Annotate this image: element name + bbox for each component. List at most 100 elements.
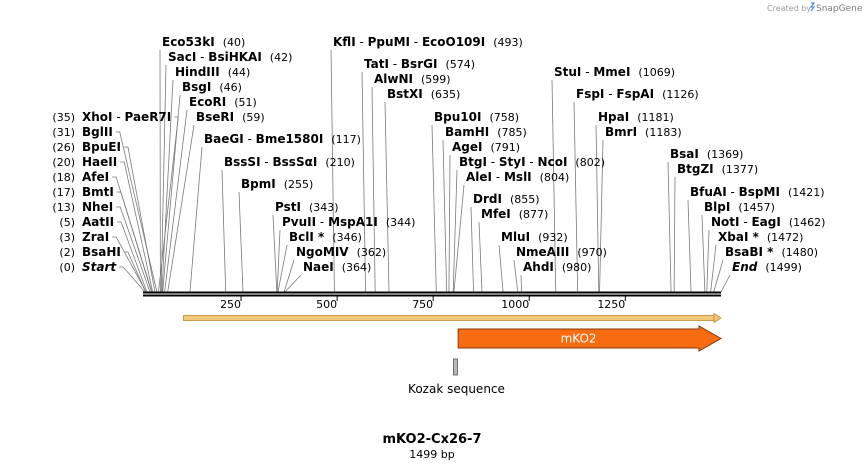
snapgene-brand: SnapGene: [816, 4, 863, 14]
site-label[interactable]: (13) NheI: [52, 200, 113, 214]
site-label[interactable]: BpmI (255): [241, 177, 313, 191]
site-label[interactable]: AleI - MslI (804): [466, 170, 569, 184]
site-position: (877): [519, 208, 549, 221]
feature-kozak[interactable]: Kozak sequence: [408, 358, 505, 396]
site-label[interactable]: NotI - EagI (1462): [711, 215, 825, 229]
feature-mko2-arrow[interactable]: [457, 325, 723, 352]
leader-line: [431, 124, 437, 293]
site-label[interactable]: PvuII - MspA1I (344): [282, 215, 415, 229]
site-label[interactable]: HpaI (1181): [598, 110, 674, 124]
site-position: (42): [270, 51, 293, 64]
enzyme-name: BpmI: [241, 177, 276, 191]
site-label[interactable]: End (1499): [732, 260, 802, 274]
enzyme-separator: -: [727, 185, 739, 199]
site-label[interactable]: BssSI - BssSαI (210): [224, 155, 355, 169]
site-label[interactable]: BaeGI - Bme1580I (117): [204, 132, 361, 146]
site-label[interactable]: BtgZI (1377): [677, 162, 758, 176]
site-label[interactable]: AhdI (980): [523, 260, 591, 274]
site-enzyme-names: BpuEI: [82, 140, 121, 154]
site-position: (13): [52, 201, 75, 214]
enzyme-name: StyI: [499, 155, 526, 169]
site-label[interactable]: BfuAI - BspMI (1421): [690, 185, 825, 199]
site-label[interactable]: BstXI (635): [387, 87, 460, 101]
site-label[interactable]: (3) ZraI: [59, 230, 109, 244]
site-label[interactable]: StuI - MmeI (1069): [554, 65, 675, 79]
site-enzyme-names: PvuII - MspA1I: [282, 215, 378, 229]
site-position: (343): [309, 201, 339, 214]
site-label[interactable]: (2) BsaHI: [59, 245, 121, 259]
site-label[interactable]: BlpI (1457): [704, 200, 775, 214]
site-label[interactable]: TatI - BsrGI (574): [364, 57, 475, 71]
site-label[interactable]: NgoMIV (362): [296, 245, 386, 259]
features-track[interactable]: mKO2 Kozak sequence: [408, 325, 723, 396]
enzyme-name: BaeGI: [204, 132, 244, 146]
site-label[interactable]: BsaI (1369): [670, 147, 743, 161]
leader-line: [448, 154, 451, 293]
site-label[interactable]: Bpu10I (758): [434, 110, 519, 124]
feature-kozak-box[interactable]: [453, 358, 458, 376]
axis-ticks: 250 500 750 1000 1250: [220, 296, 626, 311]
leader-line: [573, 101, 579, 293]
site-label[interactable]: MfeI (877): [481, 207, 548, 221]
site-label[interactable]: (20) HaeII: [52, 155, 117, 169]
site-label[interactable]: BsgI (46): [182, 80, 242, 94]
leader-line: [162, 94, 181, 293]
site-label[interactable]: Eco53kI (40): [162, 35, 245, 49]
site-label[interactable]: (31) BglII: [52, 125, 112, 139]
site-label[interactable]: BtgI - StyI - NcoI (802): [459, 155, 605, 169]
site-label[interactable]: PstI (343): [275, 200, 339, 214]
feature-mko2[interactable]: mKO2: [457, 325, 723, 352]
leader-line: [330, 49, 335, 293]
site-label[interactable]: (5) AatII: [59, 215, 114, 229]
site-label[interactable]: (17) BmtI: [52, 185, 113, 199]
site-enzyme-names: NheI: [82, 200, 113, 214]
site-label[interactable]: (26) BpuEI: [52, 140, 121, 154]
enzyme-name: MslI: [504, 170, 532, 184]
site-label[interactable]: BamHI (785): [445, 125, 527, 139]
enzyme-name: Start: [82, 260, 117, 274]
leader-line: [595, 124, 600, 293]
site-label[interactable]: SacI - BsiHKAI (42): [168, 50, 292, 64]
site-label[interactable]: BseRI (59): [196, 110, 265, 124]
site-label[interactable]: AgeI (791): [452, 140, 520, 154]
enzyme-name: BsgI: [182, 80, 211, 94]
site-label[interactable]: BclI * (346): [289, 230, 362, 244]
site-label[interactable]: NmeAIII (970): [516, 245, 607, 259]
site-label[interactable]: HindIII (44): [175, 65, 250, 79]
site-enzyme-names: BglII: [82, 125, 113, 139]
enzyme-separator: -: [389, 57, 401, 71]
site-label[interactable]: MluI (932): [501, 230, 568, 244]
site-enzyme-names: BaeGI - Bme1580I: [204, 132, 323, 146]
site-enzyme-names: BsaI: [670, 147, 699, 161]
site-enzyme-names: BfuAI - BspMI: [690, 185, 780, 199]
leader-line: [520, 274, 522, 293]
enzyme-name: StuI: [554, 65, 581, 79]
enzyme-separator: -: [740, 215, 752, 229]
leader-line: [238, 191, 244, 293]
site-label[interactable]: EcoRI (51): [189, 95, 257, 109]
enzyme-name: NmeAIII: [516, 245, 569, 259]
site-enzyme-names: BtgZI: [677, 162, 714, 176]
leader-line: [221, 169, 227, 293]
site-position: (932): [538, 231, 568, 244]
enzyme-name: Bme1580I: [256, 132, 324, 146]
site-label[interactable]: AlwNI (599): [374, 72, 451, 86]
site-label[interactable]: XbaI * (1472): [718, 230, 803, 244]
enzyme-separator: -: [487, 155, 499, 169]
site-label[interactable]: NaeI (364): [303, 260, 371, 274]
site-label[interactable]: KflI - PpuMI - EcoO109I (493): [333, 35, 523, 49]
site-label[interactable]: FspI - FspAI (1126): [576, 87, 699, 101]
site-label[interactable]: BsaBI * (1480): [725, 245, 818, 259]
enzyme-name: AleI: [466, 170, 492, 184]
enzyme-name: AhdI: [523, 260, 554, 274]
site-label[interactable]: DrdI (855): [473, 192, 540, 206]
site-position: (18): [52, 171, 75, 184]
site-label[interactable]: BmrI (1183): [605, 125, 682, 139]
leader-line: [442, 139, 448, 293]
site-label[interactable]: (18) AfeI: [52, 170, 109, 184]
enzyme-separator: -: [316, 215, 328, 229]
leader-line: [119, 266, 146, 293]
enzyme-name: BssSI: [224, 155, 261, 169]
site-label[interactable]: (35) XhoI - PaeR7I: [52, 110, 171, 124]
site-label[interactable]: (0) Start: [59, 260, 117, 274]
